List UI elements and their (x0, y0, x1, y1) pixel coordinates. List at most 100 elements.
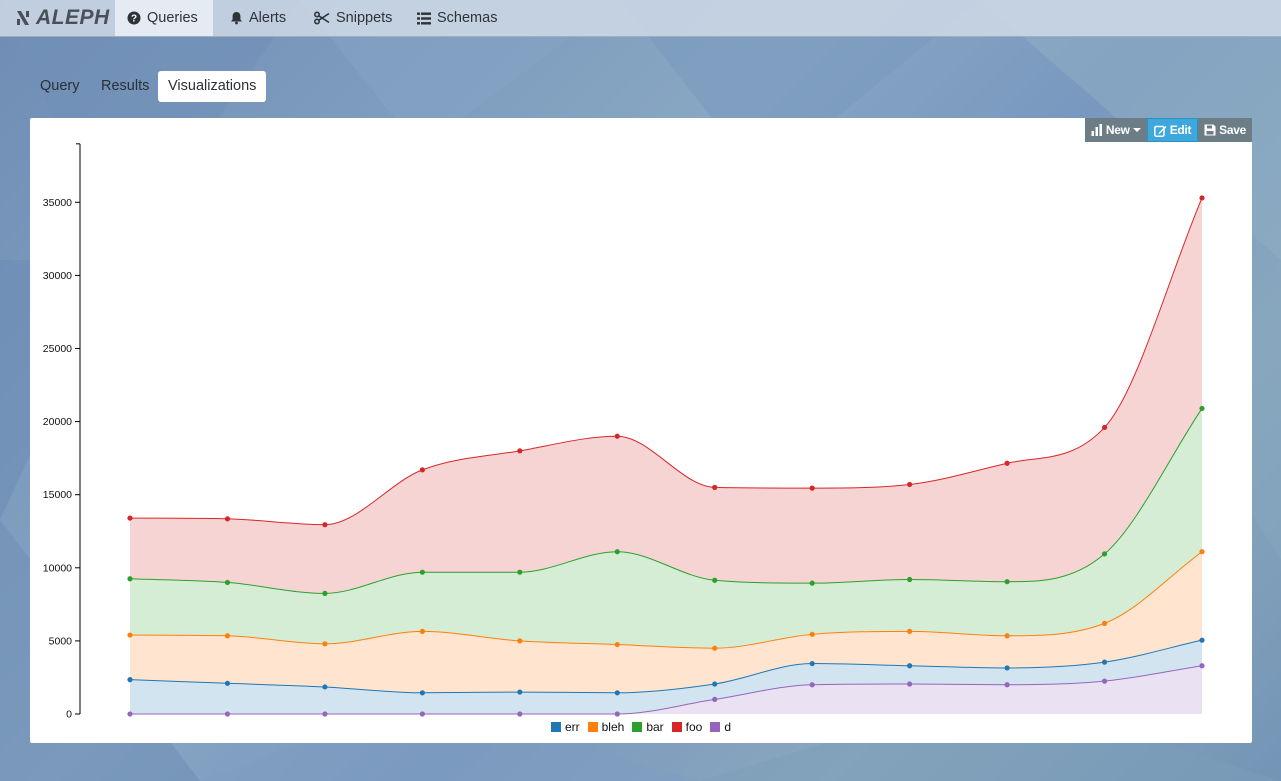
point-d (1199, 663, 1205, 669)
edit-icon (1153, 125, 1167, 137)
point-bleh (419, 628, 425, 634)
edit-button-label: Edit (1169, 123, 1192, 137)
point-bleh (907, 628, 913, 634)
nav-item-label: Schemas (437, 10, 498, 26)
legend-label: foo (685, 720, 703, 734)
point-err (322, 684, 328, 690)
line-bleh (129, 551, 1203, 649)
legend-item-bleh[interactable]: bleh (587, 720, 625, 734)
point-bar (1101, 551, 1108, 557)
point-d (127, 711, 133, 717)
line-d (129, 665, 1203, 715)
edit-button[interactable]: Edit (1146, 118, 1199, 142)
point-d (809, 682, 815, 688)
line-err (129, 639, 1203, 694)
point-foo (224, 516, 231, 522)
point-foo (907, 481, 913, 488)
legend-label: bar (646, 720, 664, 734)
point-err (907, 663, 913, 669)
legend-item-err[interactable]: err (550, 720, 580, 734)
point-foo (712, 484, 718, 490)
point-bar (517, 569, 523, 575)
tab-results[interactable]: Results (101, 78, 150, 94)
point-d (712, 696, 718, 702)
visualization-panel: New Edit Save 0 5000 10000 15000 20000 25000 3… (30, 118, 1252, 743)
point-bleh (809, 631, 815, 637)
point-err (712, 681, 718, 687)
new-visualization-button[interactable]: New (1084, 118, 1147, 142)
point-bleh (614, 641, 620, 648)
area-foo (130, 197, 1202, 594)
y-tick-label: 10000 (43, 562, 72, 574)
area-d (130, 665, 1202, 714)
point-foo (1004, 460, 1010, 466)
point-d (322, 711, 328, 717)
point-foo (1199, 195, 1205, 201)
point-bleh (1199, 549, 1205, 555)
y-tick-label: 0 (66, 709, 72, 719)
point-err (127, 677, 133, 683)
point-bleh (224, 633, 231, 639)
point-bar (322, 590, 328, 596)
nav-item-label: Alerts (249, 10, 287, 26)
point-bar (419, 569, 425, 575)
point-bar (712, 577, 718, 583)
point-err (614, 690, 620, 696)
point-err (419, 690, 425, 696)
point-bleh (127, 632, 133, 638)
nav-item-label: Snippets (336, 10, 393, 26)
point-err (1004, 665, 1010, 671)
point-d (614, 711, 620, 717)
point-foo (419, 467, 425, 473)
legend-label: bleh (601, 720, 625, 734)
legend-swatch (671, 722, 682, 732)
point-bleh (517, 638, 523, 644)
point-bar (127, 576, 133, 582)
legend-swatch (632, 722, 643, 732)
scissors-icon (314, 11, 330, 25)
save-button[interactable]: Save (1198, 118, 1252, 142)
y-tick-label: 25000 (43, 343, 72, 355)
legend-swatch (550, 722, 561, 732)
legend-item-bar[interactable]: bar (632, 720, 664, 734)
point-foo (614, 433, 620, 439)
legend-swatch (710, 722, 721, 732)
point-foo (127, 515, 133, 521)
point-err (224, 680, 231, 686)
nav-item-label: Queries (147, 10, 198, 26)
y-tick-label: 15000 (43, 489, 72, 501)
point-d (224, 711, 231, 717)
point-d (517, 711, 523, 717)
point-foo (1101, 424, 1108, 431)
y-tick-label: 30000 (43, 270, 72, 282)
legend-item-d[interactable]: d (710, 720, 731, 734)
legend-label: d (724, 720, 732, 734)
brand-logo[interactable]: ALEPH (16, 6, 110, 30)
stacked-area-chart: 0 5000 10000 15000 20000 25000 30000 35000 (43, 143, 1205, 719)
point-bar (224, 579, 231, 586)
nav-item-alerts[interactable]: Alerts (218, 0, 298, 36)
tab-visualizations[interactable]: Visualizations (158, 71, 267, 102)
save-button-label: Save (1219, 123, 1246, 137)
point-err (1101, 659, 1108, 665)
tab-query[interactable]: Query (40, 78, 80, 94)
caret-down-icon (1132, 128, 1141, 132)
chart-legend: err bleh bar foo d (30, 720, 1252, 735)
brand-name: ALEPH (36, 6, 110, 29)
point-bar (809, 580, 815, 586)
point-d (1101, 678, 1108, 684)
legend-item-foo[interactable]: foo (671, 720, 703, 734)
nav-item-queries[interactable]: ? Queries (115, 0, 213, 36)
y-tick-label: 20000 (43, 416, 72, 428)
point-foo (517, 448, 523, 454)
area-bleh (130, 551, 1202, 693)
legend-swatch (587, 722, 598, 732)
point-bleh (712, 645, 718, 651)
point-foo (809, 485, 815, 491)
point-err (517, 689, 523, 695)
point-err (1199, 637, 1205, 643)
nav-item-schemas[interactable]: Schemas (405, 0, 505, 36)
nav-item-snippets[interactable]: Snippets (302, 0, 402, 36)
point-d (419, 711, 425, 717)
point-bar (907, 576, 913, 583)
